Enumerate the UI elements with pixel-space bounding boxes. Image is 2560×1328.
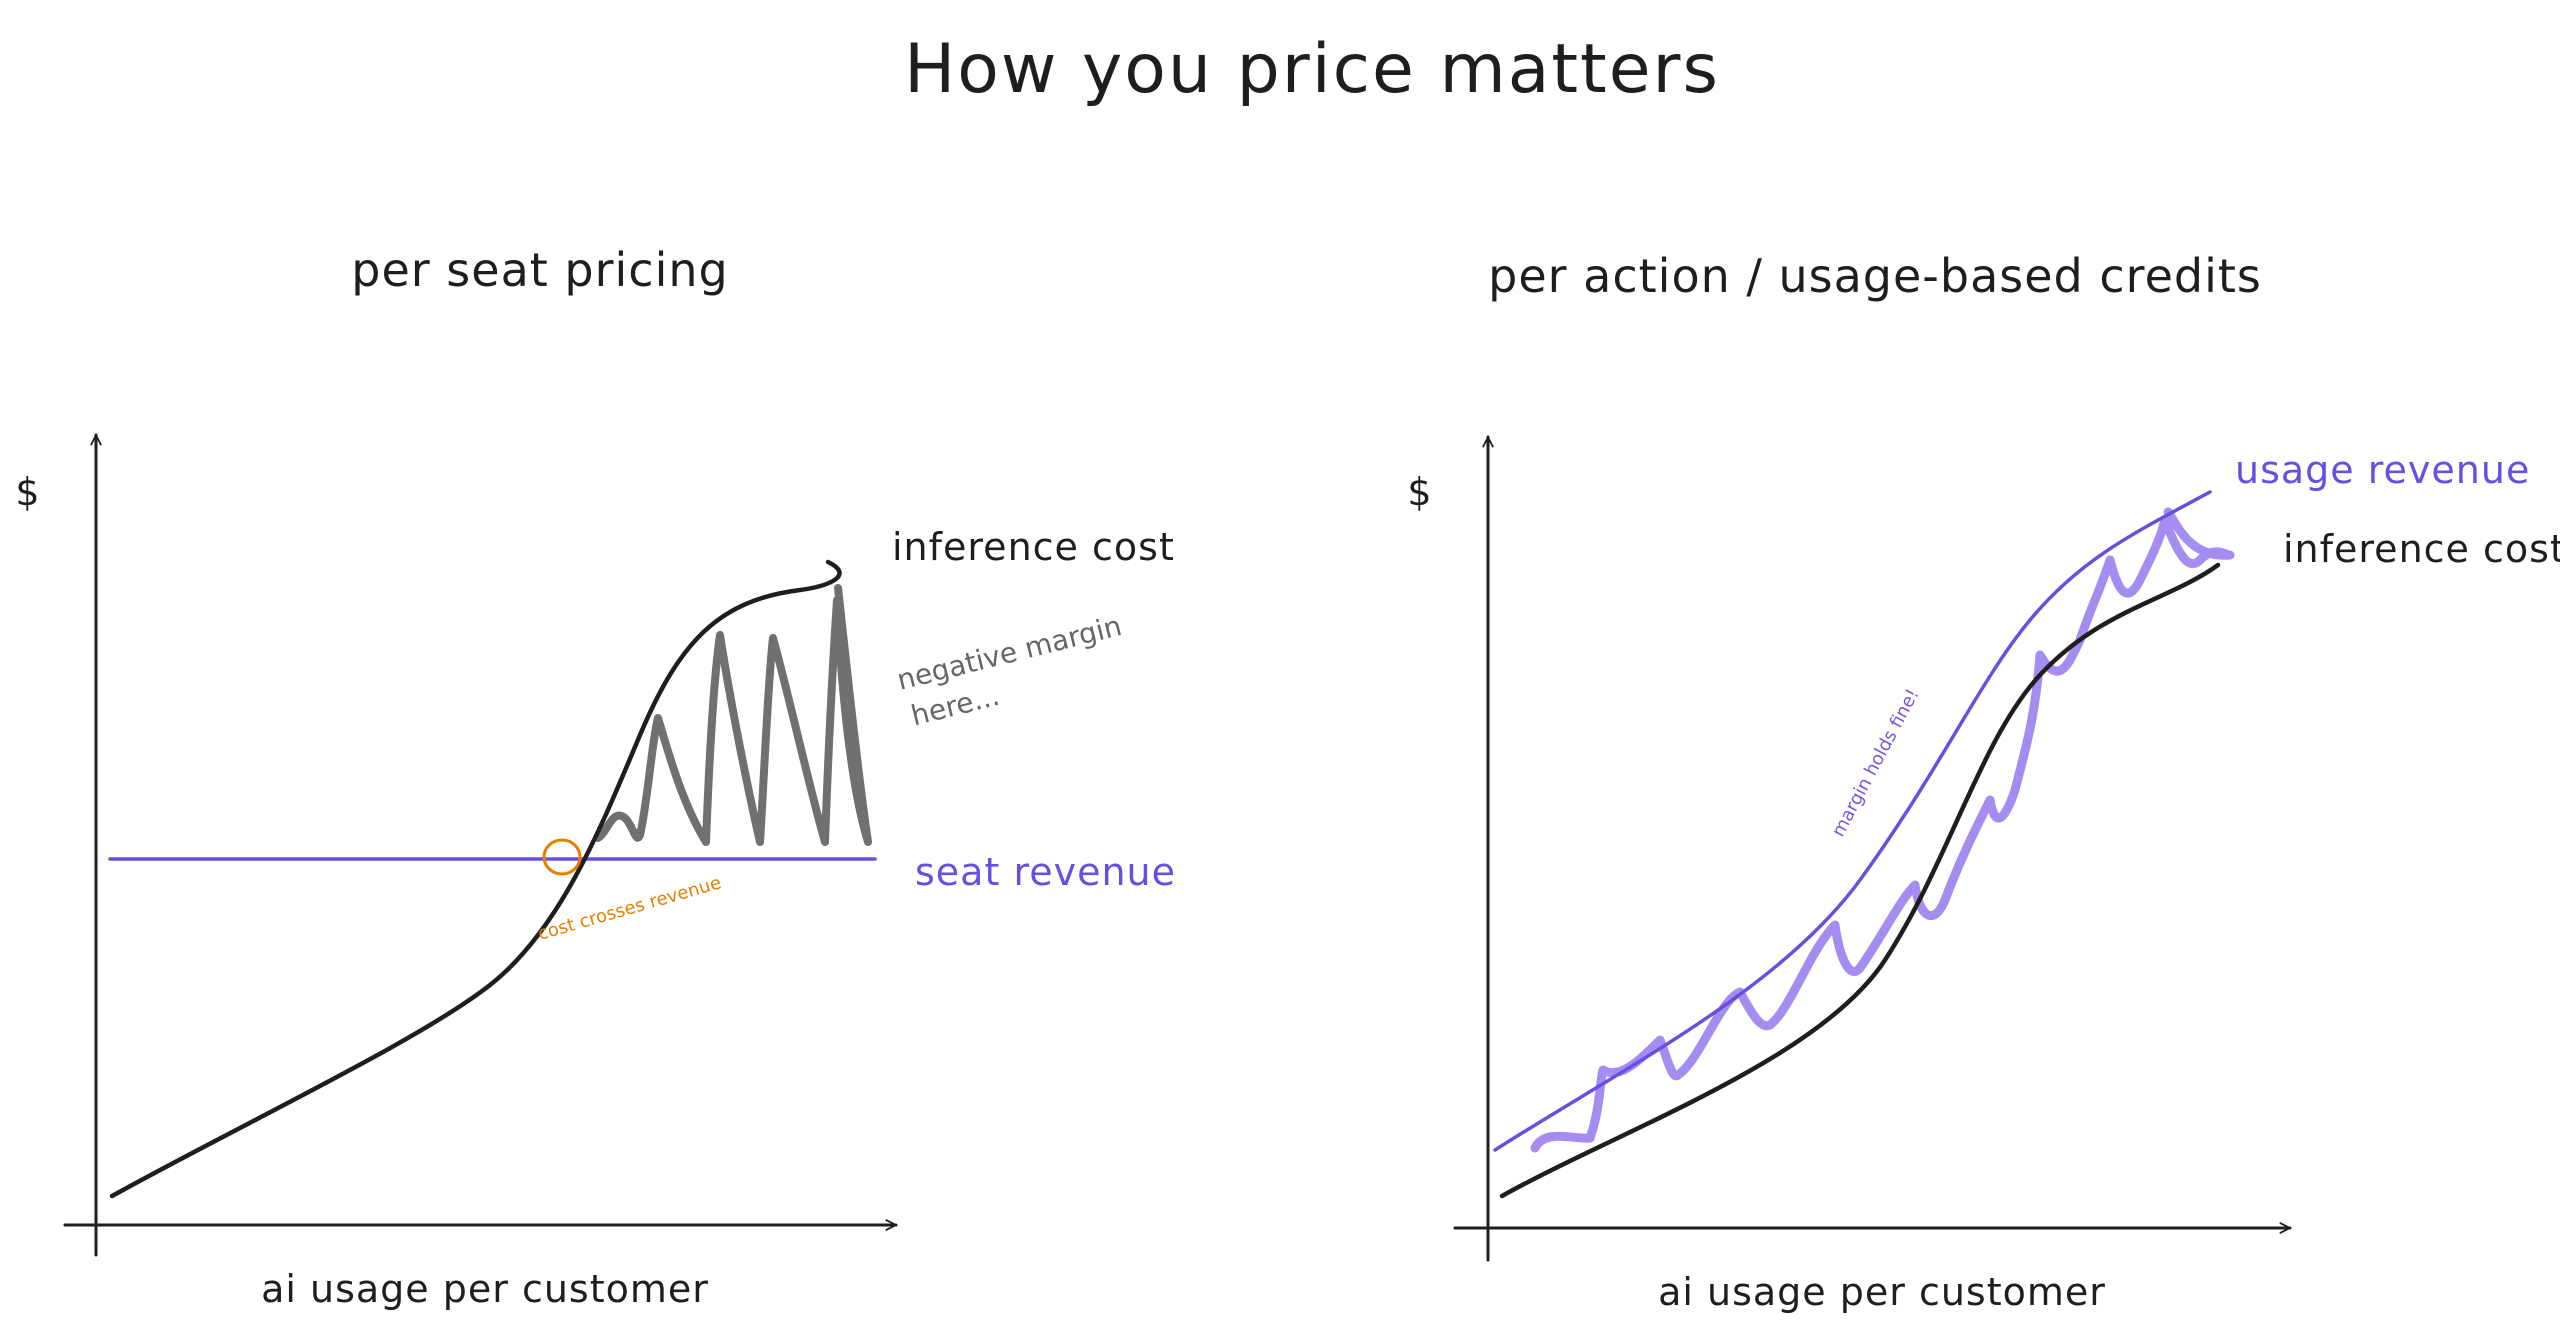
right-inference-cost-label: inference cost: [2283, 527, 2560, 571]
usage-revenue-label: usage revenue: [2235, 448, 2530, 492]
right-x-axis-label: ai usage per customer: [1658, 1270, 2106, 1314]
left-inference-cost-curve: [109, 559, 842, 1199]
right-chart: per action / usage-based credits $ ai us…: [1407, 249, 2560, 1314]
left-chart-title: per seat pricing: [351, 243, 728, 297]
margin-annotation: margin holds fine!: [1828, 686, 1924, 841]
left-y-axis-label: $: [15, 470, 40, 514]
left-chart: per seat pricing $ ai usage per customer…: [15, 243, 1176, 1311]
right-inference-cost-curve: [1499, 562, 2221, 1199]
left-inference-cost-label: inference cost: [892, 525, 1175, 569]
margin-wave: [1530, 507, 2235, 1153]
negative-margin-text-line1: negative margin: [894, 609, 1125, 697]
crossing-point-circle: [542, 838, 582, 876]
usage-revenue-line: [1493, 490, 2212, 1152]
negative-margin-zigzag: [594, 584, 872, 846]
right-y-axis-label: $: [1407, 470, 1432, 514]
left-x-axis-label: ai usage per customer: [261, 1267, 709, 1311]
negative-margin-annotation: negative margin here...: [894, 609, 1125, 732]
right-chart-title: per action / usage-based credits: [1488, 249, 2262, 303]
page-title: How you price matters: [904, 30, 1720, 109]
crossing-annotation: cost crosses revenue: [536, 872, 724, 944]
seat-revenue-label: seat revenue: [915, 850, 1176, 894]
